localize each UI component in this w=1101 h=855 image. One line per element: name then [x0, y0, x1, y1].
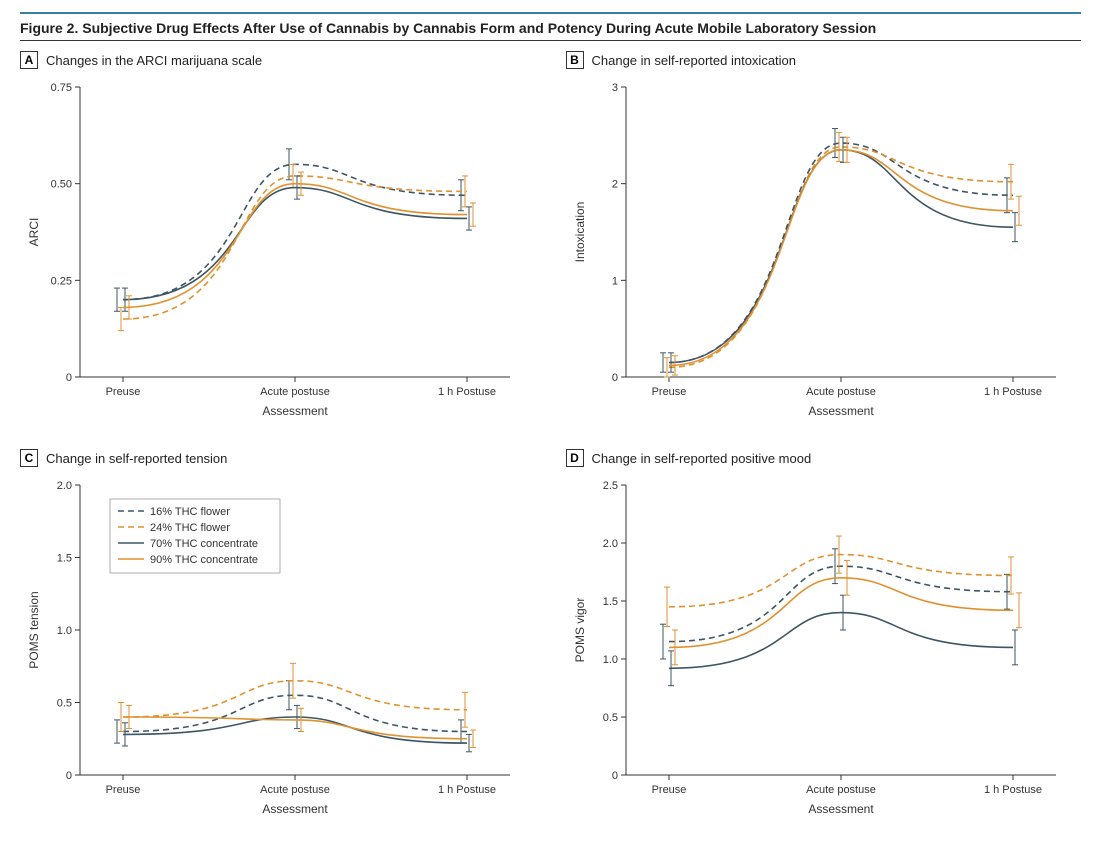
y-tick-label: 1.5 [602, 596, 617, 608]
panel-title: Change in self-reported intoxication [592, 53, 797, 68]
x-tick-label: Acute postuse [260, 386, 330, 398]
y-tick-label: 1.0 [602, 654, 617, 666]
y-tick-label: 1.5 [57, 553, 72, 565]
top-rule [20, 12, 1081, 14]
y-tick-label: 0.50 [51, 179, 72, 191]
panel-plot: 0 0.25 0.50 0.75 Preuse Acute postuse 1 h Post… [20, 73, 530, 433]
legend-label: 70% THC concentrate [150, 538, 258, 550]
y-tick-label: 0 [611, 372, 617, 384]
series-c70 [123, 717, 467, 743]
panel-A: A Changes in the ARCI marijuana scale 0 0.2… [20, 51, 536, 433]
series-f16 [669, 143, 1013, 362]
panel-letter-box: C [20, 449, 38, 467]
y-tick-label: 1.0 [57, 625, 72, 637]
x-tick-label: Preuse [651, 386, 686, 398]
y-axis-label: POMS vigor [573, 598, 587, 663]
panel-title: Changes in the ARCI marijuana scale [46, 53, 262, 68]
y-tick-label: 2.5 [602, 480, 617, 492]
series-c90 [669, 150, 1013, 366]
panel-plot: 0 0.5 1.0 1.5 2.0 Preuse Acute postuse 1 h Post… [20, 471, 530, 831]
panel-letter-box: B [566, 51, 584, 69]
y-axis-label: ARCI [27, 218, 41, 247]
x-tick-label: 1 h Postuse [438, 784, 496, 796]
y-tick-label: 0.5 [602, 712, 617, 724]
panel-title: Change in self-reported positive mood [592, 451, 812, 466]
panel-C: C Change in self-reported tension 0 0.5 1.0 1… [20, 449, 536, 831]
panel-header: B Change in self-reported intoxication [566, 51, 1082, 69]
panel-header: C Change in self-reported tension [20, 449, 536, 467]
x-tick-label: Acute postuse [806, 784, 876, 796]
x-tick-label: Acute postuse [260, 784, 330, 796]
title-underline [20, 40, 1081, 41]
panel-grid: A Changes in the ARCI marijuana scale 0 0.2… [20, 51, 1081, 831]
x-tick-label: 1 h Postuse [438, 386, 496, 398]
series-f24 [123, 681, 467, 717]
series-c70 [669, 150, 1013, 363]
y-tick-label: 2 [611, 179, 617, 191]
x-axis-label: Assessment [808, 802, 874, 816]
y-tick-label: 0 [66, 372, 72, 384]
y-tick-label: 0.75 [51, 82, 72, 94]
series-c70 [669, 613, 1013, 669]
panel-plot: 0 0.5 1.0 1.5 2.0 2.5 Preuse Acute postuse 1 h P… [566, 471, 1076, 831]
series-f24 [669, 555, 1013, 607]
y-tick-label: 0.5 [57, 698, 72, 710]
series-f16 [123, 164, 467, 299]
panel-letter-box: D [566, 449, 584, 467]
y-tick-label: 0 [611, 770, 617, 782]
panel-plot: 0 1 2 3 Preuse Acute postuse 1 h Postuse Assess… [566, 73, 1076, 433]
series-f24 [669, 147, 1013, 367]
figure-title: Figure 2. Subjective Drug Effects After … [20, 20, 1081, 36]
x-axis-label: Assessment [262, 802, 328, 816]
y-tick-label: 1 [611, 275, 617, 287]
panel-letter-box: A [20, 51, 38, 69]
x-tick-label: Preuse [106, 386, 141, 398]
x-tick-label: 1 h Postuse [983, 784, 1041, 796]
legend-label: 24% THC flower [150, 522, 230, 534]
figure-container: Figure 2. Subjective Drug Effects After … [0, 12, 1101, 851]
x-tick-label: 1 h Postuse [983, 386, 1041, 398]
x-tick-label: Preuse [106, 784, 141, 796]
panel-B: B Change in self-reported intoxication 0 1 2… [566, 51, 1082, 433]
y-tick-label: 0 [66, 770, 72, 782]
y-tick-label: 3 [611, 82, 617, 94]
series-c70 [123, 188, 467, 300]
panel-title: Change in self-reported tension [46, 451, 227, 466]
x-axis-label: Assessment [262, 404, 328, 418]
panel-header: A Changes in the ARCI marijuana scale [20, 51, 536, 69]
y-tick-label: 2.0 [57, 480, 72, 492]
legend-label: 16% THC flower [150, 506, 230, 518]
y-tick-label: 0.25 [51, 275, 72, 287]
y-axis-label: POMS tension [27, 591, 41, 668]
x-tick-label: Preuse [651, 784, 686, 796]
panel-D: DChange in self-reported positive mood00… [566, 449, 1082, 831]
y-axis-label: Intoxication [573, 202, 587, 263]
x-tick-label: Acute postuse [806, 386, 876, 398]
legend-label: 90% THC concentrate [150, 554, 258, 566]
panel-header: D Change in self-reported positive mood [566, 449, 1082, 467]
x-axis-label: Assessment [808, 404, 874, 418]
y-tick-label: 2.0 [602, 538, 617, 550]
